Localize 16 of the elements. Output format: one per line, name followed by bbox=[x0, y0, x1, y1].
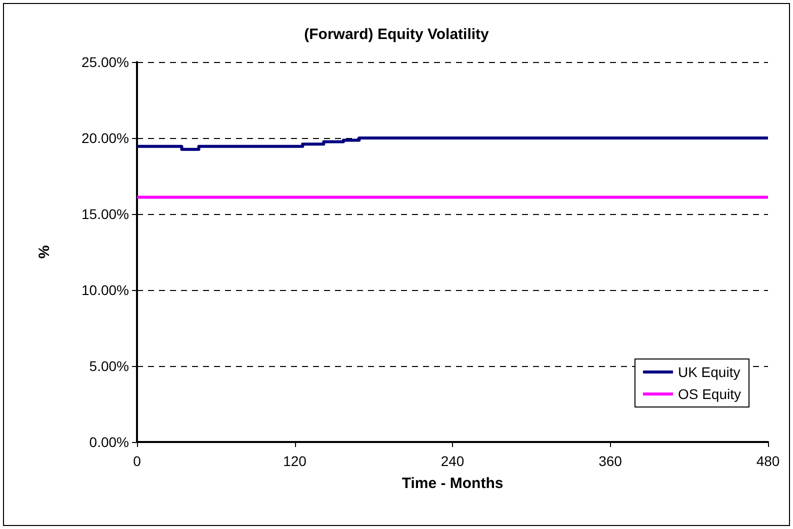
y-tick-label: 20.00% bbox=[82, 130, 129, 146]
y-tick-label: 0.00% bbox=[89, 434, 129, 450]
y-tick-label: 15.00% bbox=[82, 206, 129, 222]
x-tick-label: 120 bbox=[283, 453, 307, 469]
chart-title: (Forward) Equity Volatility bbox=[304, 26, 490, 43]
y-tick-label: 10.00% bbox=[82, 282, 129, 298]
x-tick-label: 0 bbox=[133, 453, 142, 469]
x-axis-title: Time - Months bbox=[402, 475, 504, 492]
y-tick-label: 25.00% bbox=[82, 54, 129, 70]
legend-label: UK Equity bbox=[678, 364, 740, 380]
x-tick-label: 360 bbox=[598, 453, 622, 469]
x-tick-label: 480 bbox=[756, 453, 780, 469]
x-tick-label: 240 bbox=[440, 453, 464, 469]
y-axis-title: % bbox=[36, 245, 53, 259]
y-tick-label: 5.00% bbox=[89, 358, 129, 374]
legend-label: OS Equity bbox=[678, 386, 742, 402]
